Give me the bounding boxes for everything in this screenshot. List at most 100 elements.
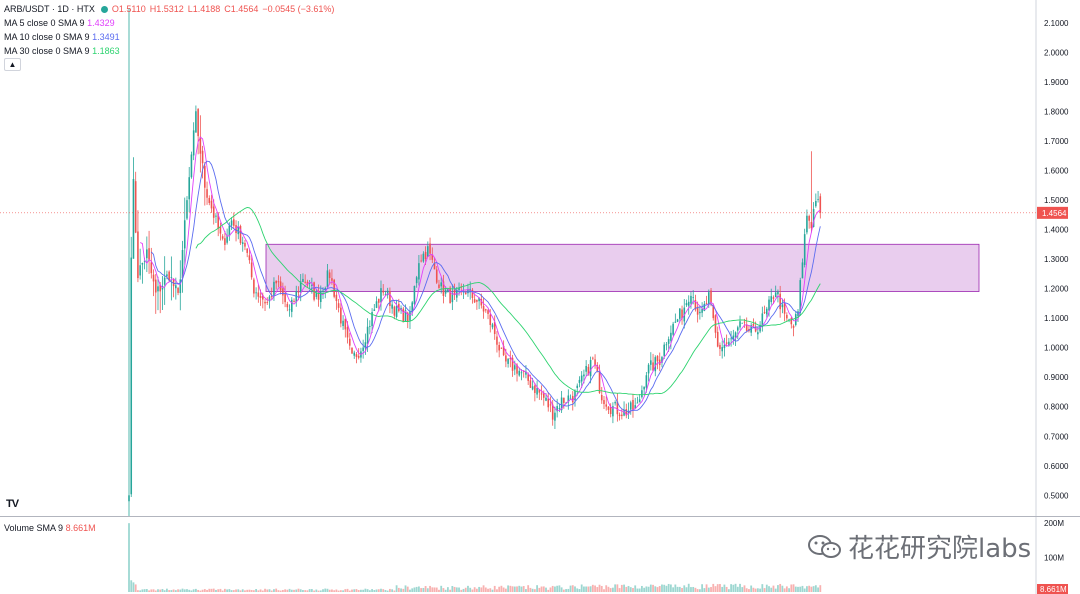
candle-body [130, 257, 133, 495]
volume-bar [197, 589, 200, 592]
volume-bar [533, 589, 536, 592]
symbol-legend[interactable]: ARB/USDT · 1D · HTX O1.5110 H1.5312 L1.4188… [4, 3, 338, 15]
candle-body [148, 248, 150, 260]
volume-bar [188, 589, 191, 592]
candle-body [625, 409, 628, 416]
volume-bar [801, 585, 804, 592]
candle-body [696, 306, 699, 315]
candle-body [440, 282, 442, 287]
ohlc-item: −0.0545 (−3.61%) [262, 4, 335, 14]
candle-body [618, 414, 621, 417]
volume-bar [565, 589, 567, 592]
candle-body [143, 260, 146, 262]
candle-body [435, 269, 438, 283]
volume-legend[interactable]: Volume SMA 9 8.661M [4, 522, 96, 534]
price-tick-label: 1.3000 [1044, 255, 1069, 264]
volume-bar [768, 586, 770, 592]
candle-body [264, 301, 266, 304]
volume-bar [788, 588, 790, 592]
candle-body [540, 393, 543, 395]
ma10-legend[interactable]: MA 10 close 0 SMA 9 1.3491 [4, 31, 120, 43]
candle-body [745, 324, 748, 331]
volume-bar [137, 590, 139, 592]
candle-body [315, 292, 318, 297]
last-volume-label-bg [1037, 584, 1068, 594]
volume-bar [293, 589, 295, 592]
volume-bar [230, 590, 233, 592]
volume-bar [166, 588, 168, 592]
volume-bar [785, 586, 788, 592]
candle-body [179, 279, 182, 294]
volume-bar [368, 590, 371, 592]
candle-body [166, 274, 168, 277]
ma5-legend[interactable]: MA 5 close 0 SMA 9 1.4329 [4, 17, 115, 29]
volume-bar [736, 586, 739, 592]
volume-bar [386, 590, 389, 592]
volume-bar [212, 588, 215, 592]
volume-bar [641, 585, 643, 592]
volume-bar [690, 587, 692, 592]
volume-bar [574, 586, 576, 592]
volume-bar [223, 588, 226, 592]
candle-body [654, 357, 657, 372]
volume-bar [812, 586, 815, 592]
candle-body [183, 220, 186, 249]
candle-body [600, 394, 603, 401]
candle-body [576, 385, 579, 388]
volume-bar [391, 589, 394, 592]
volume-bar [814, 585, 817, 592]
volume-bar [556, 585, 559, 592]
candle-body [754, 327, 757, 332]
volume-bar [598, 584, 601, 592]
volume-bar [714, 586, 717, 592]
volume-bar [643, 587, 646, 592]
volume-bar [480, 587, 483, 592]
volume-bar [183, 589, 186, 592]
candle-body [614, 402, 616, 404]
candle-body [658, 359, 661, 366]
candle-body [128, 495, 130, 502]
candle-body [621, 414, 623, 417]
candle-body [643, 386, 645, 390]
volume-bar [221, 590, 224, 592]
volume-bar [487, 588, 489, 592]
candle-body [409, 311, 411, 321]
volume-bar [567, 588, 570, 592]
collapse-legend-button[interactable]: ▲ [4, 58, 21, 71]
tradingview-logo[interactable]: TV [6, 498, 19, 510]
volume-bar [560, 587, 563, 592]
ma30-legend[interactable]: MA 30 close 0 SMA 9 1.1863 [4, 45, 120, 57]
candle-body [779, 293, 781, 310]
candle-body [645, 375, 648, 388]
volume-bar [727, 589, 730, 592]
candle-body [433, 262, 436, 270]
candle-body [489, 314, 492, 325]
candle-body [217, 213, 219, 229]
candle-body [538, 389, 541, 393]
candle-body [288, 309, 291, 311]
volume-bar [299, 589, 302, 592]
volume-bar [424, 586, 427, 592]
candle-body [351, 347, 353, 354]
volume-bar [248, 589, 251, 592]
candle-body [516, 364, 518, 374]
volume-bar [819, 585, 822, 592]
candle-body [551, 404, 554, 420]
candle-body [627, 411, 630, 414]
volume-bar [270, 590, 273, 592]
volume-bar [781, 585, 784, 592]
volume-bar [406, 586, 409, 592]
candle-body [226, 235, 228, 243]
volume-bar [817, 587, 819, 592]
candle-body [772, 297, 775, 299]
candle-body [230, 220, 233, 226]
candle-body [393, 306, 396, 316]
candle-body [661, 357, 663, 363]
volume-bar [255, 589, 258, 592]
volume-bar [333, 590, 336, 592]
volume-bar [551, 585, 554, 592]
volume-bar [594, 585, 596, 592]
volume-bar [569, 585, 572, 592]
volume-bar [756, 588, 759, 592]
